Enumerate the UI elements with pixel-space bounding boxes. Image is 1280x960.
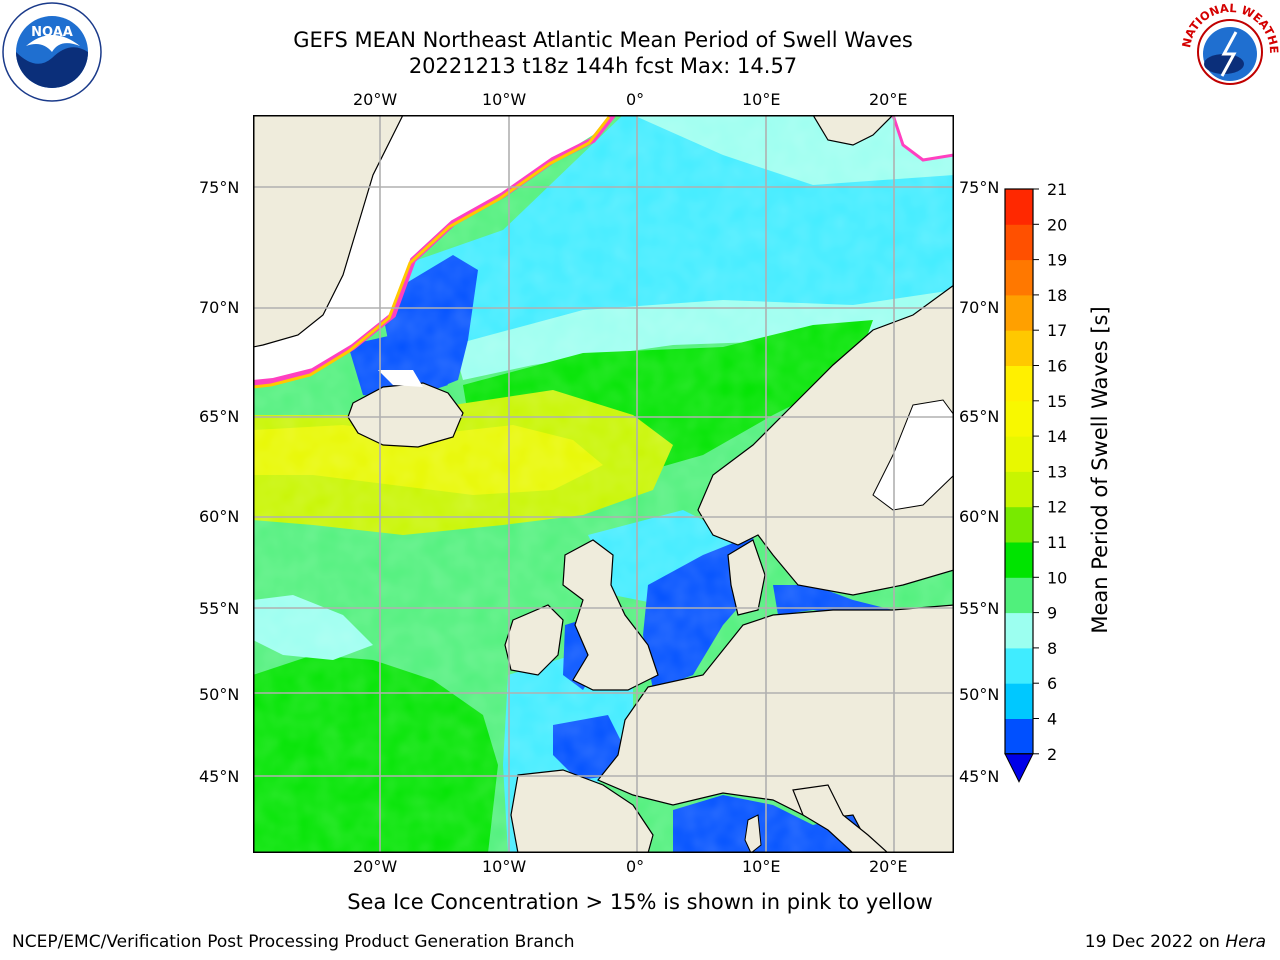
colorbar-segment: [1005, 506, 1033, 543]
colorbar-svg: 2 4 6 8 9 10 11 12 13 14 15 16 17 18 19 20 21: [1004, 180, 1067, 783]
colorbar-tick-label: 17: [1047, 321, 1067, 340]
corsica-sardinia-land: [744, 814, 762, 853]
colorbar-label-svg: Mean Period of Swell Waves [s]: [1088, 306, 1112, 633]
colorbar-tick-label: 15: [1047, 392, 1067, 411]
greenland-land: [253, 115, 404, 348]
colorbar-tick-label: 10: [1047, 568, 1067, 587]
lon-label-bottom-0: 0°: [626, 857, 645, 876]
colorbar-segment: [1005, 365, 1033, 402]
lat-label-left-75n: 75°N: [199, 178, 240, 197]
map-frame: [253, 115, 954, 853]
footer-machine: Hera: [1225, 932, 1266, 952]
lat-label-left-70n: 70°N: [199, 298, 240, 317]
lat-label-right-70n: 70°N: [959, 298, 1000, 317]
colorbar-tick-label: 19: [1047, 251, 1067, 270]
lat-label-right-45n: 45°N: [959, 767, 1000, 786]
footer-right: 19 Dec 2022 on Hera: [1085, 932, 1266, 952]
iceland-nodata: [378, 370, 423, 387]
swell-period-map: [253, 115, 954, 853]
colorbar-tick-label: 13: [1047, 462, 1067, 481]
colorbar-segment: [1005, 259, 1033, 296]
colorbar-tick-label: 9: [1047, 604, 1057, 623]
map-subtitle: 20221213 t18z 144h fcst Max: 14.57: [408, 54, 798, 78]
denmark-land: [727, 539, 766, 616]
lat-label-right-65n: 65°N: [959, 407, 1000, 426]
colorbar-segment: [1005, 647, 1033, 684]
lon-label-bottom-10w: 10°W: [482, 857, 527, 876]
colorbar-segment: [1005, 542, 1033, 578]
colorbar-segment: [1005, 577, 1033, 614]
colorbar-tick-label: 20: [1047, 215, 1067, 234]
colorbar-segment: [1005, 400, 1033, 437]
colorbar-tick-label: 4: [1047, 710, 1057, 729]
graticule: [253, 115, 954, 853]
colorbar-tick-label: 6: [1047, 674, 1057, 693]
colorbar-tick-label: 11: [1047, 533, 1067, 552]
map-area: [253, 115, 954, 853]
national-weather-service-logo-icon: NATIONAL WEATHER SERVICE: [1176, 0, 1280, 99]
lat-label-right-50n: 50°N: [959, 685, 1000, 704]
svalbard-ice: [891, 115, 954, 162]
svalbard-land: [812, 115, 894, 146]
italy-land: [792, 784, 889, 853]
colorbar-segment: [1005, 330, 1033, 366]
lat-label-left-55n: 55°N: [199, 599, 240, 618]
lat-label-right-75n: 75°N: [959, 178, 1000, 197]
colorbar-segment: [1005, 294, 1033, 331]
lon-label-bottom-20e: 20°E: [869, 857, 908, 876]
lon-label-top-20w: 20°W: [353, 90, 398, 109]
lat-label-left-50n: 50°N: [199, 685, 240, 704]
lon-label-top-10w: 10°W: [482, 90, 527, 109]
lon-label-top-0: 0°: [626, 90, 645, 109]
europe-land: [597, 604, 954, 853]
sea-ice-caption: Sea Ice Concentration > 15% is shown in …: [347, 890, 933, 914]
sea-ice-edge-inner: [253, 116, 611, 389]
lat-label-left-45n: 45°N: [199, 767, 240, 786]
noaa-logo-icon: NOAA: [2, 2, 102, 102]
colorbar-segment: [1005, 471, 1033, 508]
lat-label-left-65n: 65°N: [199, 407, 240, 426]
colorbar-segment: [1005, 612, 1033, 649]
lon-label-bottom-10e: 10°E: [742, 857, 781, 876]
colorbar-tick-label: 2: [1047, 745, 1057, 764]
lon-label-top-10e: 10°E: [742, 90, 781, 109]
nws-logo: NATIONAL WEATHER SERVICE: [1176, 0, 1280, 102]
colorbar-segment: [1005, 436, 1033, 472]
colorbar-segment: [1005, 683, 1033, 719]
colorbar-tick-label: 12: [1047, 498, 1067, 517]
iberia-land: [510, 769, 654, 853]
map-title: GEFS MEAN Northeast Atlantic Mean Period…: [293, 28, 913, 52]
colorbar-segment: [1005, 189, 1033, 225]
colorbar-tick-label: 14: [1047, 427, 1067, 446]
colorbar-tick-label: 21: [1047, 180, 1067, 199]
lat-label-left-60n: 60°N: [199, 507, 240, 526]
colorbar-label: Mean Period of Swell Waves [s]: [1088, 306, 1112, 633]
lat-label-right-55n: 55°N: [959, 599, 1000, 618]
noaa-logo-text: NOAA: [31, 25, 73, 40]
lat-label-right-60n: 60°N: [959, 507, 1000, 526]
colorbar-segment: [1005, 718, 1033, 755]
footer-left: NCEP/EMC/Verification Post Processing Pr…: [12, 932, 575, 952]
colorbar: 2 4 6 8 9 10 11 12 13 14 15 16 17 18 19 20 21: [1000, 180, 1090, 790]
lon-label-top-20e: 20°E: [869, 90, 908, 109]
colorbar-label-box: Mean Period of Swell Waves [s]: [1070, 180, 1130, 780]
lon-label-bottom-20w: 20°W: [353, 857, 398, 876]
colorbar-tick-label: 18: [1047, 286, 1067, 305]
noaa-logo: NOAA: [2, 2, 102, 102]
footer-date: 19 Dec 2022 on: [1084, 932, 1226, 952]
colorbar-tick-label: 16: [1047, 357, 1067, 376]
colorbar-tick-label: 8: [1047, 639, 1057, 658]
colorbar-segment: [1005, 224, 1033, 261]
colorbar-under-arrow: [1004, 753, 1034, 783]
